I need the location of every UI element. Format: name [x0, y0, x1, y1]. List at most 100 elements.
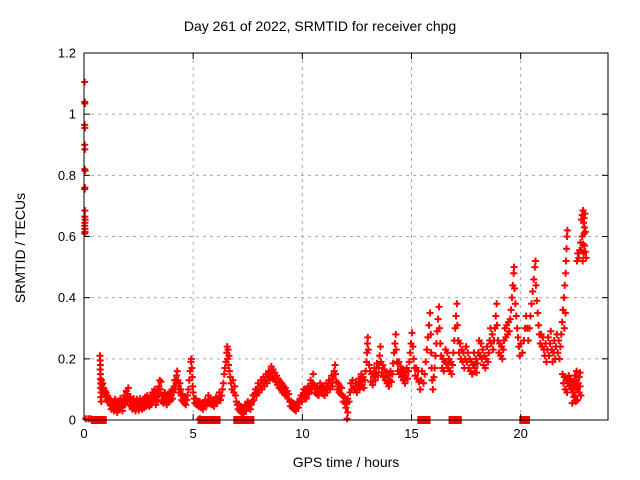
- data-point-plus: [435, 303, 443, 311]
- data-point-plus: [483, 343, 491, 351]
- data-point-plus: [456, 340, 464, 348]
- data-point-plus: [431, 364, 439, 372]
- y-tick-label: 0.2: [58, 351, 76, 366]
- data-point-plus: [532, 257, 540, 265]
- data-point-plus: [309, 370, 317, 378]
- data-point-plus: [479, 346, 487, 354]
- data-point-plus: [371, 376, 379, 384]
- chart-title: Day 261 of 2022, SRMTID for receiver chp…: [184, 18, 456, 34]
- tick-labels: 0 5 10 15 20 0 0.2 0.4 0.6 0.8 1 1.2: [58, 46, 528, 442]
- data-point-plus: [526, 312, 534, 320]
- data-point-plus: [385, 382, 393, 390]
- data-point-plus: [298, 398, 306, 406]
- data-point-plus: [557, 330, 565, 338]
- data-point-plus: [582, 254, 590, 262]
- data-point-plus: [498, 355, 506, 363]
- data-point-plus: [408, 329, 416, 337]
- data-point-plus: [363, 340, 371, 348]
- data-point-plus: [563, 233, 571, 240]
- data-point-plus: [285, 390, 293, 398]
- data-point-plus: [484, 358, 492, 366]
- y-tick-label: 1: [69, 107, 76, 122]
- data-point-plus: [560, 324, 568, 332]
- data-point-plus: [250, 396, 258, 404]
- data-point-plus: [581, 210, 589, 218]
- data-point-plus: [387, 378, 395, 386]
- data-point-plus: [555, 336, 563, 344]
- data-point-plus: [563, 388, 571, 396]
- data-point-plus: [449, 361, 457, 369]
- data-point-plus: [453, 300, 461, 308]
- data-point-plus: [514, 333, 522, 341]
- data-point-plus: [510, 269, 518, 277]
- data-point-plus: [189, 388, 197, 396]
- data-point-plus: [468, 370, 476, 378]
- data-point-plus: [493, 300, 501, 308]
- data-point-plus: [448, 370, 456, 378]
- data-point-plus: [453, 321, 461, 329]
- data-point-plus: [532, 281, 540, 289]
- data-point-plus: [332, 370, 340, 378]
- data-point-plus: [443, 349, 451, 357]
- data-point-plus: [544, 333, 552, 341]
- data-point-plus: [542, 358, 550, 366]
- y-tick-label: 0: [69, 413, 76, 428]
- scatter-points: [81, 78, 590, 424]
- data-point-plus: [405, 358, 413, 366]
- data-point-plus: [188, 373, 196, 381]
- data-point-plus: [513, 324, 521, 332]
- data-point-plus: [154, 396, 162, 404]
- data-point-plus: [81, 229, 89, 237]
- data-point-plus: [427, 330, 435, 338]
- data-point-plus: [545, 352, 553, 360]
- data-point-plus: [508, 294, 516, 302]
- data-point-plus: [189, 382, 197, 390]
- data-point-plus: [571, 392, 579, 400]
- x-axis-label: GPS time / hours: [293, 454, 400, 470]
- data-point-plus: [561, 281, 569, 289]
- data-point-plus: [404, 367, 412, 375]
- data-point-plus: [401, 379, 409, 387]
- data-point-plus: [473, 369, 481, 377]
- data-point-plus: [376, 352, 384, 360]
- data-point-plus: [224, 346, 232, 354]
- y-axis-label: SRMTID / TECUs: [12, 193, 28, 303]
- data-point-plus: [216, 396, 224, 404]
- data-point-plus: [376, 343, 384, 351]
- data-point-plus: [506, 315, 514, 323]
- data-point-plus: [218, 385, 226, 393]
- data-point-plus: [512, 312, 520, 320]
- data-point-plus: [430, 373, 438, 381]
- y-tick-label: 0.6: [58, 229, 76, 244]
- data-point-plus: [218, 392, 226, 400]
- data-point-plus: [420, 379, 428, 387]
- data-point-plus: [328, 382, 336, 390]
- data-point-plus: [187, 355, 195, 363]
- data-point-plus: [556, 343, 564, 351]
- data-point-plus: [492, 312, 500, 320]
- data-point-plus: [176, 379, 184, 387]
- data-point-plus: [556, 355, 564, 363]
- data-point-plus: [124, 384, 132, 392]
- data-point-plus: [409, 343, 417, 351]
- axis-ticks: [83, 52, 608, 421]
- data-point-plus: [384, 372, 392, 380]
- data-point-plus: [435, 324, 443, 332]
- data-point-plus: [81, 207, 89, 215]
- data-point-plus: [219, 379, 227, 387]
- data-point-plus: [581, 228, 589, 236]
- data-point-plus: [410, 355, 418, 363]
- data-point-plus: [452, 312, 460, 320]
- data-point-plus: [563, 245, 571, 253]
- data-point-plus: [391, 340, 399, 348]
- data-point-plus: [302, 395, 310, 403]
- data-point-plus: [229, 376, 237, 384]
- data-point-plus: [524, 336, 532, 344]
- data-point-plus: [220, 370, 228, 378]
- data-point-plus: [364, 333, 372, 341]
- data-point-plus: [81, 99, 89, 107]
- data-point-plus: [576, 369, 584, 377]
- x-tick-label: 20: [513, 426, 527, 441]
